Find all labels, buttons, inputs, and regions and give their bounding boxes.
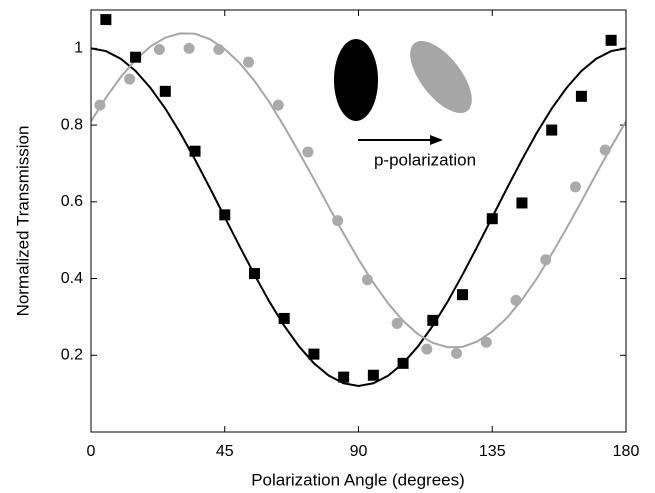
x-tick-label: 135 <box>479 443 506 460</box>
data-point <box>338 371 350 383</box>
data-point <box>397 357 409 369</box>
data-point <box>510 294 522 306</box>
data-point <box>569 181 581 193</box>
data-point <box>100 14 112 26</box>
data-point <box>361 274 373 286</box>
data-point <box>546 124 558 136</box>
x-tick-label: 0 <box>87 443 96 460</box>
fit-curve <box>90 47 627 387</box>
data-point <box>451 347 463 359</box>
data-point <box>183 42 195 54</box>
data-point <box>94 99 106 111</box>
data-point <box>213 44 225 56</box>
data-point <box>427 314 439 326</box>
arrow-head <box>430 135 443 145</box>
y-tick-label: 0.8 <box>61 116 83 133</box>
data-point <box>219 209 231 221</box>
x-tick-label: 45 <box>216 443 234 460</box>
data-point <box>248 268 260 280</box>
data-point <box>516 197 528 209</box>
data-point <box>302 146 314 158</box>
data-point <box>243 56 255 68</box>
data-point <box>486 213 498 225</box>
data-point <box>272 99 284 111</box>
data-point <box>308 348 320 360</box>
data-point <box>540 254 552 266</box>
y-tick-label: 0.4 <box>61 270 83 287</box>
data-point <box>457 289 469 301</box>
data-point <box>605 34 617 46</box>
data-point <box>130 51 142 63</box>
data-point <box>332 215 344 227</box>
data-point <box>278 312 290 324</box>
x-axis-label: Polarization Angle (degrees) <box>251 470 465 489</box>
data-point <box>124 73 136 85</box>
x-tick-label: 180 <box>613 443 640 460</box>
data-point <box>159 85 171 97</box>
data-point <box>421 343 433 355</box>
data-point <box>575 90 587 102</box>
x-tick-label: 90 <box>350 443 368 460</box>
data-point <box>367 369 379 381</box>
polarization-ellipse-gray <box>410 40 472 114</box>
fit-curve <box>90 32 627 349</box>
annotation: p-polarization <box>374 150 476 169</box>
plot-frame <box>90 9 627 433</box>
data-point <box>189 145 201 157</box>
polarization-ellipse-black <box>334 39 378 121</box>
data-point <box>480 336 492 348</box>
y-axis-label: Normalized Transmission <box>13 126 32 317</box>
y-tick-label: 0.6 <box>61 193 83 210</box>
y-tick-label: 1 <box>74 40 83 57</box>
y-tick-label: 0.2 <box>61 346 83 363</box>
data-point <box>391 317 403 329</box>
data-point <box>599 144 611 156</box>
data-point <box>153 44 165 56</box>
